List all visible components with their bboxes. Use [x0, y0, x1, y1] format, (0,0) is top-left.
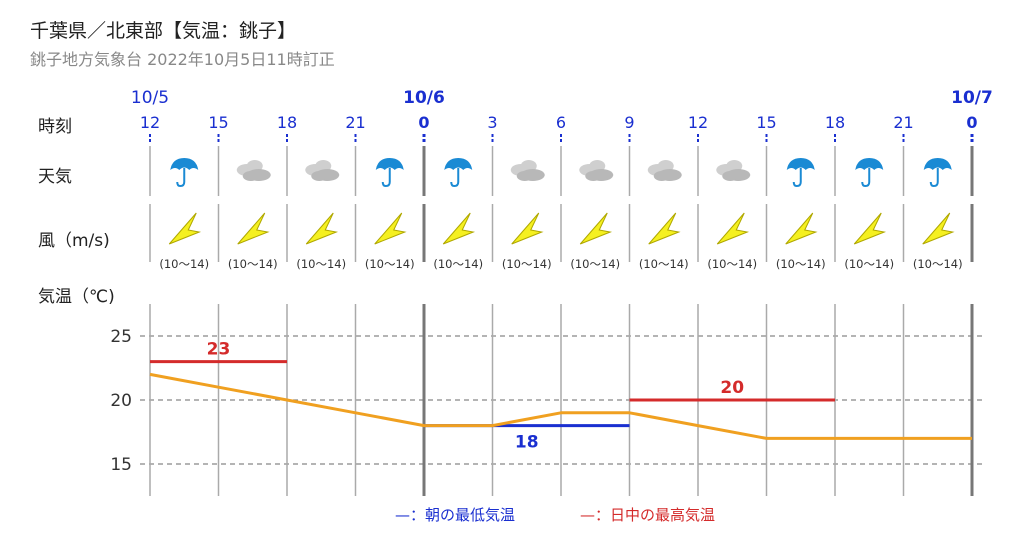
- hour-label-6: 6: [556, 113, 566, 132]
- wind-range-label-7: (10～14): [639, 257, 689, 271]
- cloud-icon: [236, 160, 271, 181]
- wind-range-label-3: (10～14): [365, 257, 415, 271]
- legend-min: —：朝の最低気温: [395, 504, 515, 525]
- hour-label-0: 12: [140, 113, 160, 132]
- page-title: 千葉県／北東部【気温：銚子】: [30, 20, 297, 42]
- date-label-2: 10/7: [951, 88, 993, 108]
- wind-arrow-icon: [168, 212, 202, 245]
- hour-label-11: 21: [893, 113, 913, 132]
- wind-range-label-8: (10～14): [707, 257, 757, 271]
- wind-arrow-icon: [237, 212, 270, 245]
- time-row-label: 時刻: [38, 117, 72, 137]
- wind-arrow-icon: [853, 212, 887, 245]
- wind-range-label-11: (10～14): [913, 257, 963, 271]
- min-temp-label-1: 18: [515, 433, 539, 453]
- max-temp-label-2: 20: [720, 378, 744, 398]
- cloud-icon: [716, 160, 751, 181]
- wind-row-label: 風（m/s): [38, 231, 110, 251]
- y-tick-label-20: 20: [110, 391, 132, 411]
- cloud-icon: [579, 160, 614, 181]
- wind-range-label-1: (10～14): [228, 257, 278, 271]
- wind-arrow-icon: [305, 212, 339, 245]
- weather-row-label: 天気: [38, 167, 72, 187]
- umbrella-icon: [923, 158, 952, 188]
- wind-arrow-icon: [442, 212, 476, 245]
- page-subtitle: 銚子地方気象台 2022年10月5日11時訂正: [30, 50, 335, 69]
- legend-min-label: —：朝の最低気温: [395, 506, 516, 524]
- hour-label-4: 0: [418, 113, 429, 132]
- temp-row-label: 気温（℃): [38, 287, 115, 307]
- date-label-1: 10/6: [403, 88, 445, 108]
- legend-max-label: —：日中の最高気温: [580, 506, 716, 524]
- wind-range-label-0: (10～14): [159, 257, 209, 271]
- y-tick-label-25: 25: [110, 327, 132, 347]
- wind-range-label-6: (10～14): [570, 257, 620, 271]
- hour-label-7: 9: [624, 113, 634, 132]
- hour-label-5: 3: [487, 113, 497, 132]
- cloud-icon: [510, 160, 545, 181]
- hour-label-8: 12: [688, 113, 708, 132]
- wind-arrow-icon: [511, 212, 544, 245]
- legend-max: —：日中の最高気温: [580, 504, 715, 525]
- wind-range-label-5: (10～14): [502, 257, 552, 271]
- wind-range-label-10: (10～14): [844, 257, 894, 271]
- umbrella-icon: [444, 158, 473, 188]
- y-tick-label-15: 15: [110, 455, 132, 475]
- cloud-icon: [647, 160, 682, 181]
- umbrella-icon: [855, 158, 884, 188]
- wind-arrow-icon: [785, 212, 818, 245]
- cloud-icon: [305, 160, 340, 181]
- wind-arrow-icon: [648, 212, 681, 245]
- wind-range-label-4: (10～14): [433, 257, 483, 271]
- umbrella-icon: [375, 158, 404, 188]
- hour-label-2: 18: [277, 113, 297, 132]
- hour-label-9: 15: [756, 113, 776, 132]
- wind-arrow-icon: [374, 212, 407, 245]
- hour-label-3: 21: [345, 113, 365, 132]
- hour-label-1: 15: [208, 113, 228, 132]
- umbrella-icon: [786, 158, 815, 188]
- hour-label-10: 18: [825, 113, 845, 132]
- hour-label-12: 0: [966, 113, 977, 132]
- wind-arrow-icon: [579, 212, 613, 245]
- wind-arrow-icon: [716, 212, 750, 245]
- wind-range-label-2: (10～14): [296, 257, 346, 271]
- wind-range-label-9: (10～14): [776, 257, 826, 271]
- umbrella-icon: [170, 158, 199, 188]
- wind-arrow-icon: [922, 212, 955, 245]
- date-label-0: 10/5: [131, 88, 169, 108]
- max-temp-label-0: 23: [207, 340, 231, 360]
